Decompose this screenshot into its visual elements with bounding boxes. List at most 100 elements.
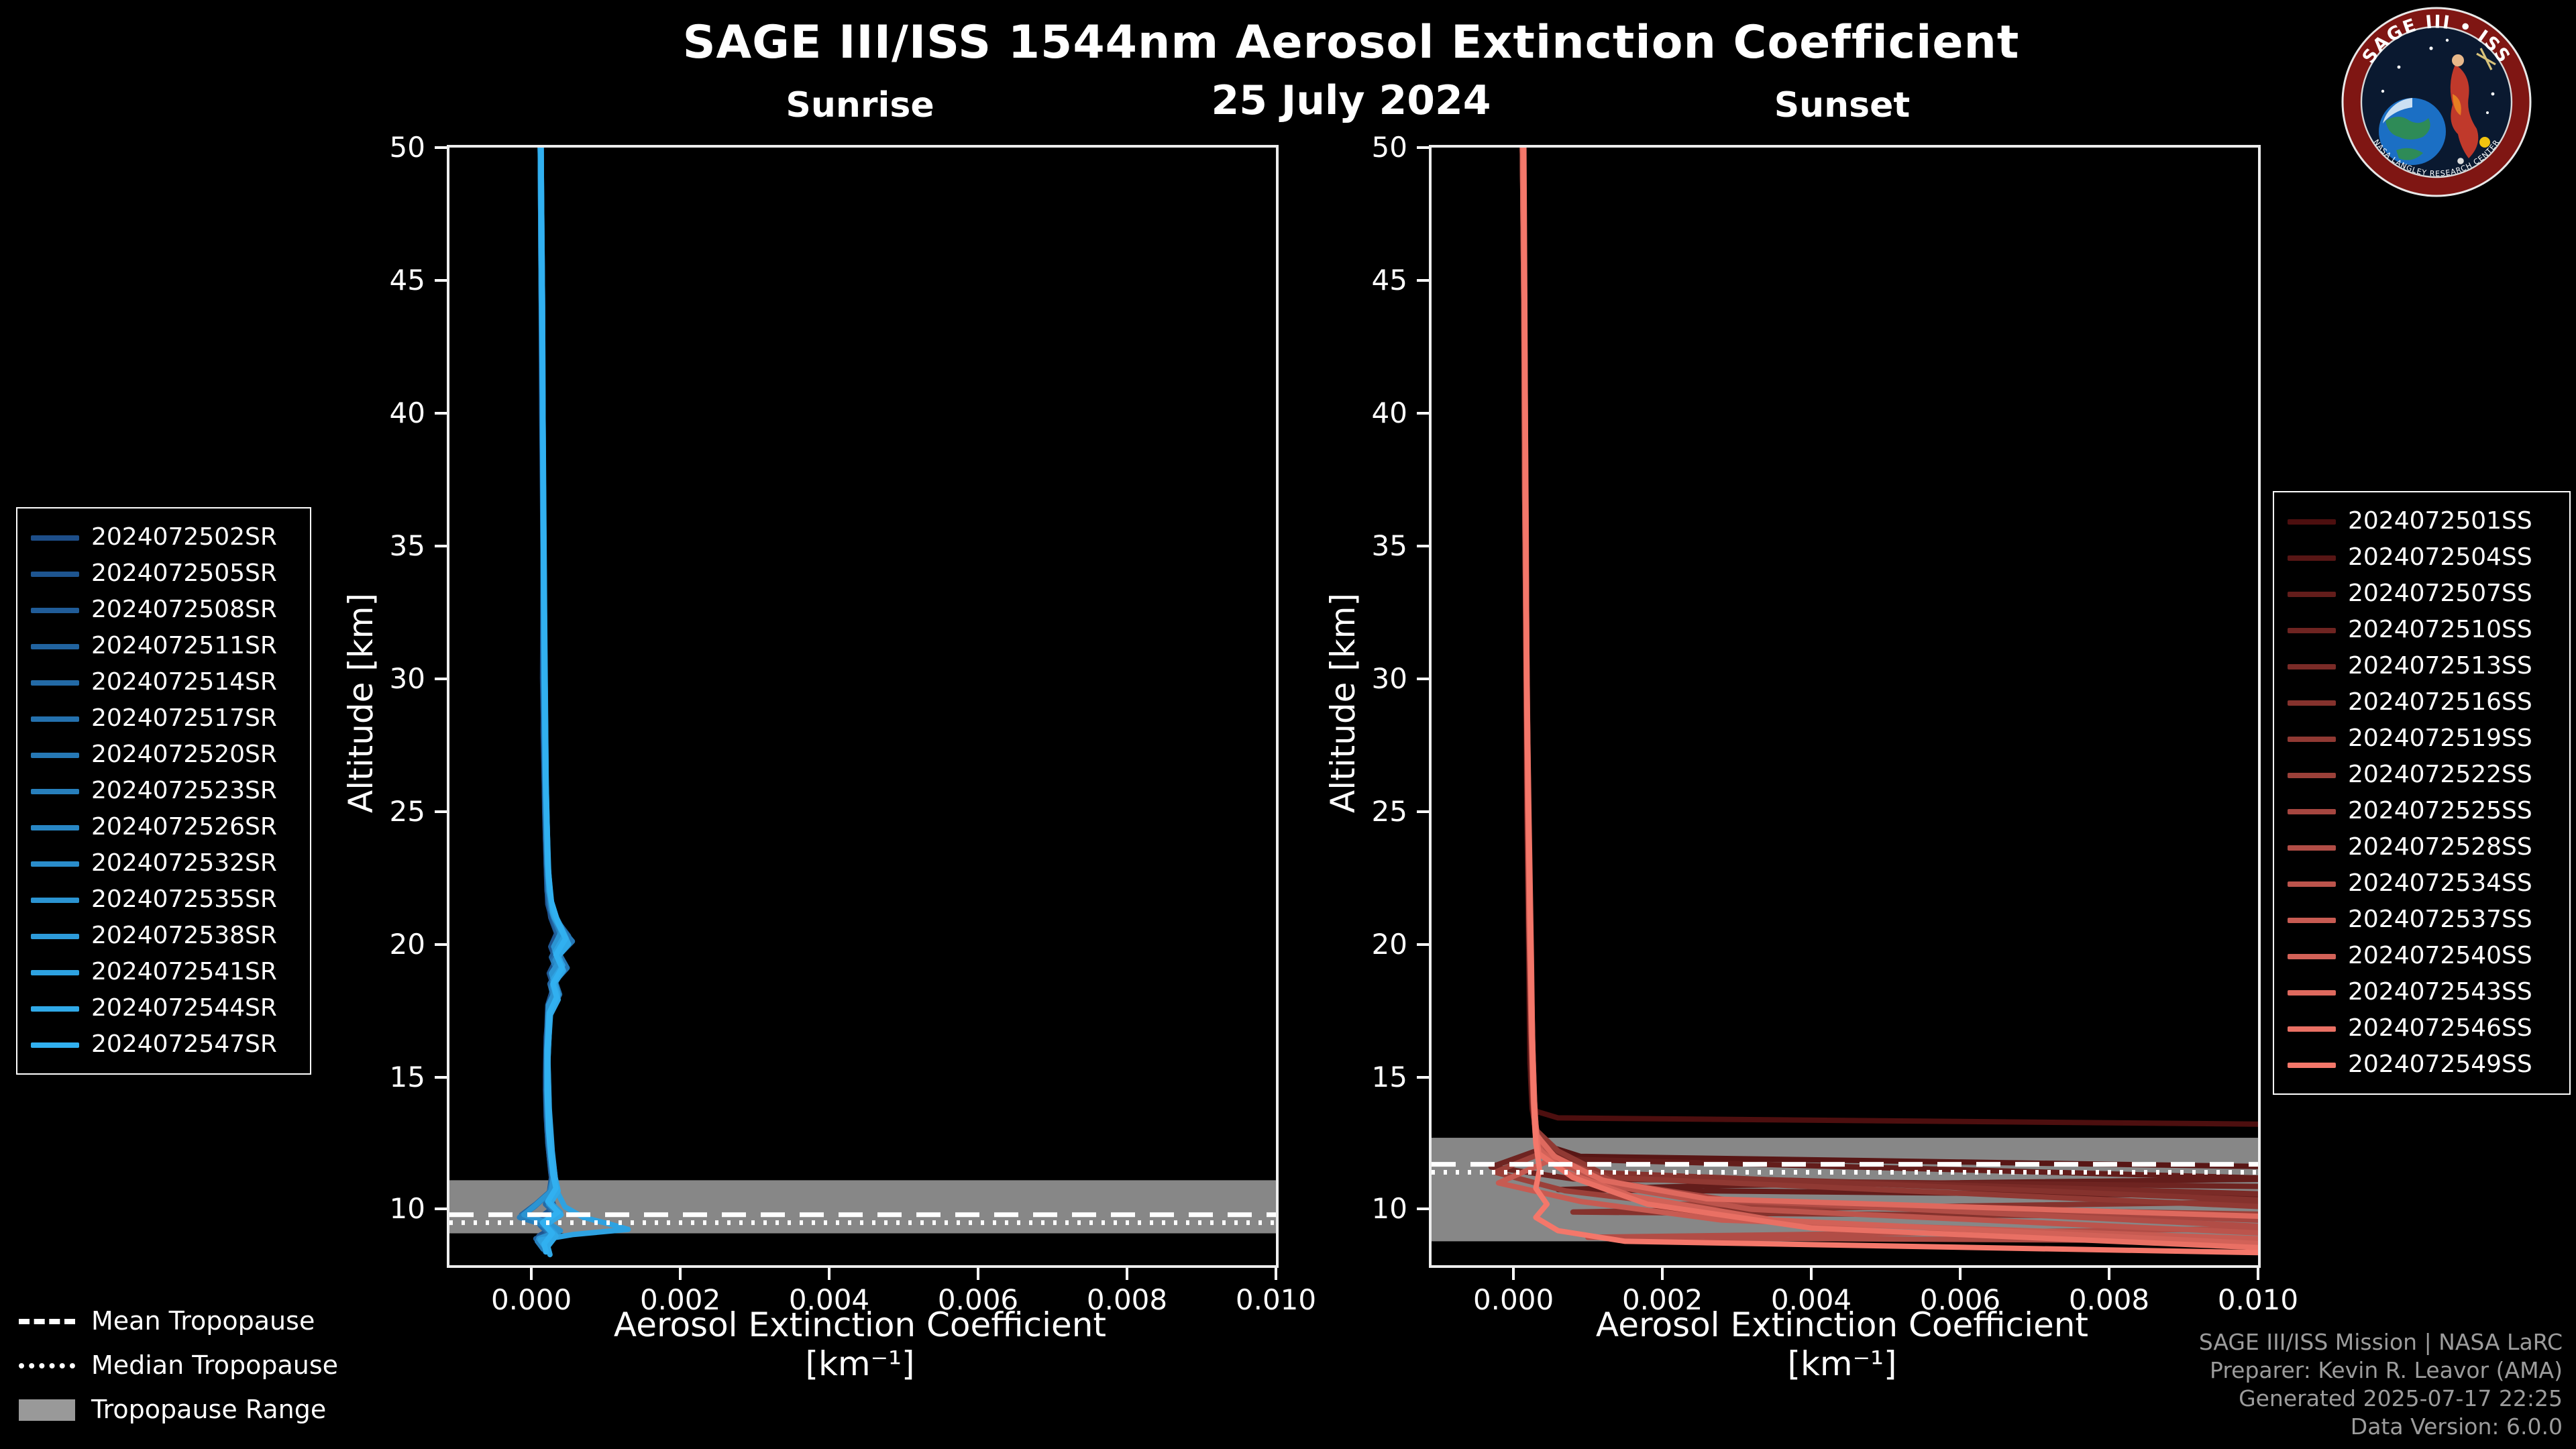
profile-chart-sunrise: [449, 148, 1276, 1258]
legend-item: 2024072508SR: [31, 592, 297, 628]
legend-line-swatch: [31, 933, 79, 938]
legend-label: 2024072516SS: [2348, 688, 2532, 716]
credit-line: Preparer: Kevin R. Leavor (AMA): [2210, 1358, 2563, 1383]
profile-line-2024072528SS: [1519, 148, 2258, 1244]
sunset-panel-title: Sunset: [1774, 86, 1911, 126]
sunset-plot-area: [1429, 145, 2261, 1268]
x-axis-unit: [km⁻¹]: [1787, 1344, 1897, 1383]
legend-line-swatch: [2288, 1026, 2336, 1031]
legend-line-swatch: [2288, 736, 2336, 741]
profile-line-2024072525SS: [1520, 148, 2258, 1223]
legend-line-swatch: [31, 824, 79, 830]
tropopause-legend-item: Mean Tropopause: [19, 1299, 338, 1343]
mean-tropopause-swatch: [19, 1318, 75, 1324]
y-tick-mark: [435, 677, 447, 680]
y-tick-mark: [435, 1075, 447, 1079]
legend-label: 2024072522SS: [2348, 761, 2532, 789]
y-tick-mark: [1417, 810, 1429, 813]
logo-moon: [2457, 158, 2464, 164]
logo-earth: [2379, 98, 2446, 165]
sunset-y-axis-label: Altitude [km]: [1324, 594, 1362, 814]
legend-item: 2024072538SR: [31, 918, 297, 954]
legend-label: 2024072541SR: [91, 958, 277, 986]
credit-line: Generated 2025-07-17 22:25: [2239, 1386, 2563, 1411]
x-tick-mark: [977, 1268, 980, 1280]
legend-item: 2024072520SR: [31, 737, 297, 773]
legend-line-swatch: [2288, 881, 2336, 886]
sunset-legend: 2024072501SS 2024072504SS 2024072507SS 2024…: [2273, 491, 2571, 1095]
legend-line-swatch: [31, 716, 79, 721]
legend-label: 2024072534SS: [2348, 869, 2532, 898]
mission-logo-icon: SAGE III • ISS NASA LANGLEY RESEARCH CEN…: [2341, 7, 2532, 197]
x-tick-mark: [1512, 1268, 1515, 1280]
y-tick-mark: [435, 411, 447, 415]
sunrise-legend: 2024072502SR 2024072505SR 2024072508SR 2024…: [16, 507, 311, 1075]
legend-item: 2024072541SR: [31, 954, 297, 990]
x-axis-unit: [km⁻¹]: [805, 1344, 915, 1383]
legend-line-swatch: [2288, 917, 2336, 922]
profile-line-2024072537SS: [1495, 148, 2258, 1242]
legend-label: 2024072501SS: [2348, 507, 2532, 535]
legend-item: 2024072507SS: [2288, 576, 2556, 612]
legend-label: 2024072523SR: [91, 777, 277, 805]
y-tick-mark: [435, 943, 447, 946]
y-tick-mark: [1417, 278, 1429, 282]
legend-label: 2024072526SR: [91, 813, 277, 841]
y-tick-mark: [1417, 411, 1429, 415]
profile-line-2024072516SS: [1519, 148, 2258, 1220]
legend-item: 2024072532SR: [31, 845, 297, 881]
legend-item: 2024072504SS: [2288, 539, 2556, 576]
legend-line-swatch: [2288, 555, 2336, 560]
legend-label: 2024072549SS: [2348, 1051, 2532, 1079]
profile-line-2024072513SS: [1520, 148, 2258, 1197]
legend-label: 2024072544SR: [91, 994, 277, 1022]
legend-item: 2024072505SR: [31, 555, 297, 592]
legend-item: 2024072540SS: [2288, 938, 2556, 974]
legend-label: 2024072528SS: [2348, 833, 2532, 861]
legend-label: 2024072535SR: [91, 885, 277, 914]
legend-item: 2024072502SR: [31, 519, 297, 555]
legend-item: 2024072510SS: [2288, 612, 2556, 648]
legend-label: 2024072511SR: [91, 632, 277, 660]
y-tick-mark: [1417, 943, 1429, 946]
legend-line-swatch: [31, 643, 79, 649]
logo-stars: [2381, 38, 2495, 114]
legend-label: 2024072520SR: [91, 741, 277, 769]
x-tick-mark: [1275, 1268, 1277, 1280]
legend-label: 2024072514SR: [91, 668, 277, 696]
y-tick-mark: [1417, 146, 1429, 149]
x-tick-mark: [828, 1268, 831, 1280]
legend-line-swatch: [2288, 627, 2336, 633]
legend-line-swatch: [31, 752, 79, 757]
sunset-x-axis-label: Aerosol Extinction Coefficient [km⁻¹]: [1429, 1305, 2255, 1383]
legend-line-swatch: [31, 607, 79, 612]
legend-item: 2024072547SR: [31, 1026, 297, 1063]
legend-label: 2024072517SR: [91, 704, 277, 733]
tropopause-legend-item: Tropopause Range: [19, 1387, 338, 1432]
legend-line-swatch: [31, 788, 79, 794]
profile-line-2024072501SS: [1520, 148, 2258, 1127]
legend-line-swatch: [2288, 1062, 2336, 1067]
page-title: SAGE III/ISS 1544nm Aerosol Extinction C…: [682, 16, 2020, 70]
x-tick-mark: [2257, 1268, 2259, 1280]
legend-item: 2024072525SS: [2288, 793, 2556, 829]
median-tropopause-swatch: [19, 1362, 75, 1368]
profile-line-2024072540SS: [1520, 148, 2258, 1246]
tropopause-range-band: [449, 1180, 1276, 1234]
legend-label: 2024072546SS: [2348, 1014, 2532, 1042]
x-axis-label-text: Aerosol Extinction Coefficient: [1595, 1305, 2089, 1344]
profile-line-2024072504SS: [1520, 148, 2258, 1169]
x-tick-mark: [530, 1268, 533, 1280]
legend-line-swatch: [2288, 519, 2336, 524]
legend-line-swatch: [2288, 808, 2336, 814]
tropopause-range-swatch: [19, 1399, 75, 1420]
legend-line-swatch: [31, 861, 79, 866]
legend-line-swatch: [2288, 700, 2336, 705]
sunrise-x-axis-label: Aerosol Extinction Coefficient [km⁻¹]: [447, 1305, 1273, 1383]
logo-sun: [2479, 137, 2490, 148]
logo-iss: [2476, 48, 2496, 70]
y-tick-mark: [1417, 677, 1429, 680]
date-subtitle: 25 July 2024: [1211, 78, 1491, 125]
legend-item: 2024072513SS: [2288, 648, 2556, 684]
